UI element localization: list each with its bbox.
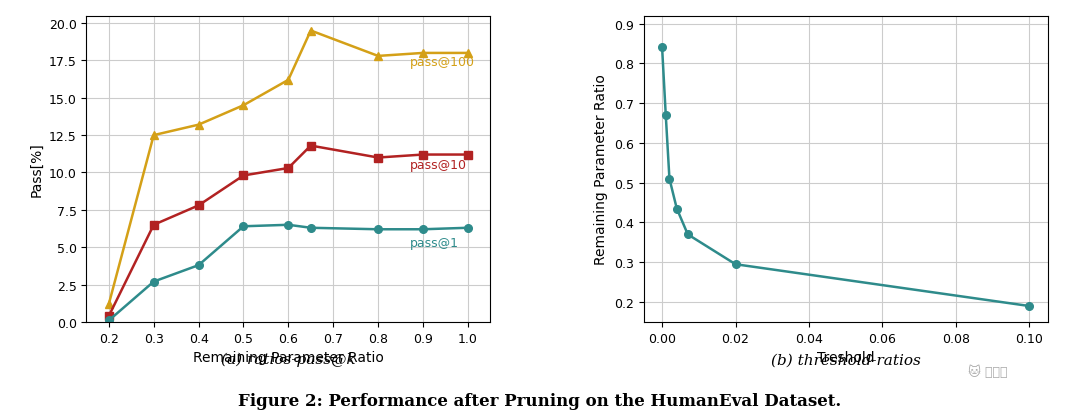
- Text: 🐱 量子位: 🐱 量子位: [969, 365, 1008, 378]
- Y-axis label: Pass[%]: Pass[%]: [29, 142, 43, 197]
- Text: Figure 2: Performance after Pruning on the HumanEval Dataset.: Figure 2: Performance after Pruning on t…: [239, 392, 841, 409]
- X-axis label: Treshold: Treshold: [816, 350, 875, 364]
- Text: (a) ratios-pass@k: (a) ratios-pass@k: [221, 352, 355, 366]
- Text: (b) threshold-ratios: (b) threshold-ratios: [771, 352, 920, 366]
- Text: pass@1: pass@1: [409, 236, 459, 249]
- Text: pass@100: pass@100: [409, 56, 474, 69]
- Y-axis label: Remaining Parameter Ratio: Remaining Parameter Ratio: [594, 74, 608, 265]
- Text: pass@10: pass@10: [409, 159, 467, 171]
- X-axis label: Remaining Parameter Ratio: Remaining Parameter Ratio: [193, 350, 383, 364]
